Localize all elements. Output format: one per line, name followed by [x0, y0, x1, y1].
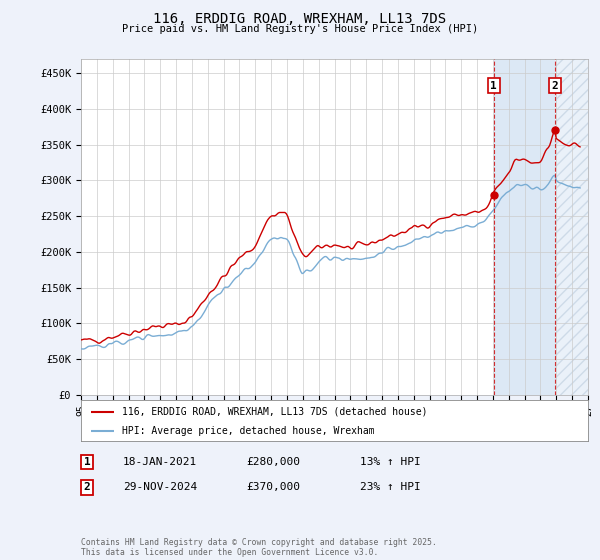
Text: 18-JAN-2021: 18-JAN-2021 — [123, 457, 197, 467]
Text: Contains HM Land Registry data © Crown copyright and database right 2025.
This d: Contains HM Land Registry data © Crown c… — [81, 538, 437, 557]
Text: Price paid vs. HM Land Registry's House Price Index (HPI): Price paid vs. HM Land Registry's House … — [122, 24, 478, 34]
Text: £280,000: £280,000 — [246, 457, 300, 467]
Text: 1: 1 — [490, 81, 497, 91]
Text: 1: 1 — [83, 457, 91, 467]
Bar — [494, 59, 555, 395]
Text: HPI: Average price, detached house, Wrexham: HPI: Average price, detached house, Wrex… — [122, 426, 374, 436]
Bar — [555, 59, 588, 395]
Text: 23% ↑ HPI: 23% ↑ HPI — [360, 482, 421, 492]
Text: 13% ↑ HPI: 13% ↑ HPI — [360, 457, 421, 467]
Text: £370,000: £370,000 — [246, 482, 300, 492]
Text: 2: 2 — [551, 81, 559, 91]
Text: 29-NOV-2024: 29-NOV-2024 — [123, 482, 197, 492]
Text: 116, ERDDIG ROAD, WREXHAM, LL13 7DS (detached house): 116, ERDDIG ROAD, WREXHAM, LL13 7DS (det… — [122, 407, 427, 417]
Text: 2: 2 — [83, 482, 91, 492]
Text: 116, ERDDIG ROAD, WREXHAM, LL13 7DS: 116, ERDDIG ROAD, WREXHAM, LL13 7DS — [154, 12, 446, 26]
